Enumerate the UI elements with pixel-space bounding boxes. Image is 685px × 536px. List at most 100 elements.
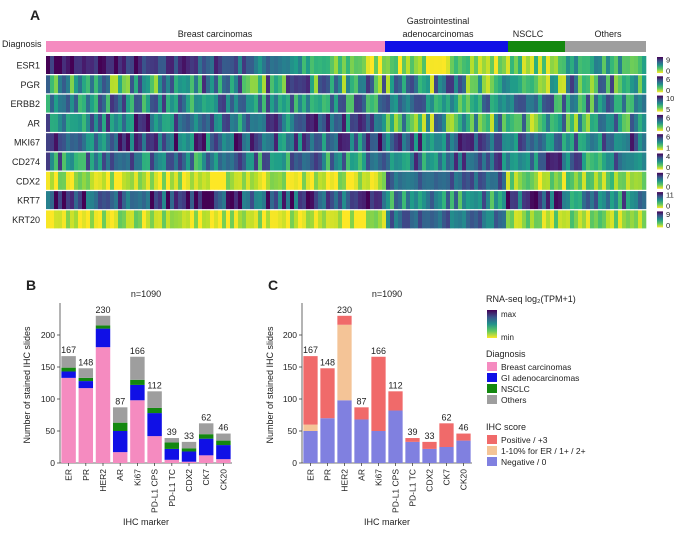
heatmap-cell xyxy=(470,133,475,152)
heatmap-cell xyxy=(342,56,347,74)
chart-b-bar-others-pr xyxy=(78,368,94,378)
heatmap-cell xyxy=(370,113,375,132)
heatmap-cell xyxy=(114,210,119,229)
heatmap-cell xyxy=(530,56,535,74)
heatmap-cell xyxy=(178,210,183,229)
heatmap-cell xyxy=(574,171,579,190)
heatmap-cell xyxy=(162,56,167,74)
heatmap-cell xyxy=(562,133,567,152)
heatmap-cell xyxy=(190,56,195,74)
heatmap-cell xyxy=(474,113,479,132)
heatmap-cell xyxy=(362,171,367,190)
heatmap-cell xyxy=(442,191,447,210)
heatmap-cell xyxy=(274,171,279,190)
heatmap-cell xyxy=(362,94,367,113)
heatmap-cell xyxy=(178,75,183,94)
heatmap-cell xyxy=(434,133,439,152)
heatmap-cell xyxy=(566,75,571,94)
heatmap-cell xyxy=(98,56,103,74)
heatmap-cell xyxy=(326,191,331,210)
legend-swatch-1 xyxy=(487,373,497,382)
heatmap-cell xyxy=(514,191,519,210)
heatmap-cell xyxy=(50,75,55,94)
heatmap-cell xyxy=(618,133,623,152)
heatmap-cell xyxy=(230,171,235,190)
heatmap-cell xyxy=(490,75,495,94)
heatmap-cell xyxy=(334,171,339,190)
heatmap-cell xyxy=(418,94,423,113)
heatmap-cell xyxy=(282,210,287,229)
heatmap-cell xyxy=(286,171,291,190)
heatmap-cell xyxy=(630,113,635,132)
heatmap-cell xyxy=(294,113,299,132)
heatmap-cell xyxy=(438,75,443,94)
heatmap-cell xyxy=(290,133,295,152)
heatmap-cell xyxy=(154,152,159,171)
heatmap-cell xyxy=(302,191,307,210)
heatmap-cell xyxy=(322,113,327,132)
heatmap-cell xyxy=(586,133,591,152)
chart-b-total-label: 62 xyxy=(201,412,211,422)
chart-c-bar-positive-3-pd-l1-tc xyxy=(405,438,420,442)
heatmap-cell xyxy=(386,133,391,152)
heatmap-cell xyxy=(578,75,583,94)
heatmap-cell xyxy=(114,56,119,74)
heatmap-cell xyxy=(566,113,571,132)
heatmap-cell xyxy=(330,152,335,171)
chart-c-bar-negative-0-ar xyxy=(354,419,369,463)
chart-b-xtick-label: PD-L1 TC xyxy=(167,469,177,507)
heatmap-cell xyxy=(94,191,99,210)
heatmap-cell xyxy=(162,171,167,190)
heatmap-cell xyxy=(170,94,175,113)
heatmap-cell xyxy=(478,94,483,113)
chart-b-bar-breast-carcinomas-ck7 xyxy=(198,455,214,463)
heatmap-cell xyxy=(502,133,507,152)
heatmap-cell xyxy=(270,171,275,190)
heatmap-cell xyxy=(342,113,347,132)
heatmap-cell xyxy=(158,133,163,152)
heatmap-cell xyxy=(370,152,375,171)
heatmap-cell xyxy=(330,113,335,132)
legend-swatch-0 xyxy=(487,362,497,371)
heatmap-cell xyxy=(374,171,379,190)
heatmap-cell xyxy=(234,75,239,94)
heatmap-cell xyxy=(594,113,599,132)
heatmap-cell xyxy=(206,171,211,190)
heatmap-cell xyxy=(334,152,339,171)
heatmap-cell xyxy=(178,56,183,74)
heatmap-cell xyxy=(490,133,495,152)
heatmap-cell xyxy=(274,133,279,152)
heatmap-cell xyxy=(258,94,263,113)
heatmap-cell xyxy=(390,152,395,171)
heatmap-cell xyxy=(282,171,287,190)
heatmap-cell xyxy=(118,75,123,94)
heatmap-cell xyxy=(170,210,175,229)
heatmap-cell xyxy=(162,152,167,171)
heatmap-cell xyxy=(482,75,487,94)
heatmap-cell xyxy=(394,171,399,190)
chart-b-total-label: 148 xyxy=(78,357,93,367)
heatmap-cell xyxy=(638,56,643,74)
gene-label-cd274: CD274 xyxy=(12,157,40,167)
heatmap-cell xyxy=(318,191,323,210)
heatmap-cell xyxy=(382,75,387,94)
chart-b-xtick-label: CK20 xyxy=(218,469,228,491)
heatmap-cell xyxy=(434,171,439,190)
heatmap-cell xyxy=(410,113,415,132)
heatmap-cell xyxy=(466,75,471,94)
heatmap-cell xyxy=(638,75,643,94)
heatmap-cell xyxy=(430,152,435,171)
heatmap-cell xyxy=(170,113,175,132)
heatmap-cell xyxy=(258,191,263,210)
heatmap-cell xyxy=(242,191,247,210)
heatmap-cell xyxy=(230,113,235,132)
chart-b-bar-gi-adenocarcinomas-ar xyxy=(112,431,128,453)
heatmap-cell xyxy=(146,171,151,190)
heatmap-cell xyxy=(250,75,255,94)
heatmap-cell xyxy=(194,75,199,94)
heatmap-cell xyxy=(54,191,59,210)
heatmap-cell xyxy=(410,94,415,113)
heatmap-cell xyxy=(102,171,107,190)
heatmap-cell xyxy=(354,133,359,152)
heatmap-cell xyxy=(542,113,547,132)
